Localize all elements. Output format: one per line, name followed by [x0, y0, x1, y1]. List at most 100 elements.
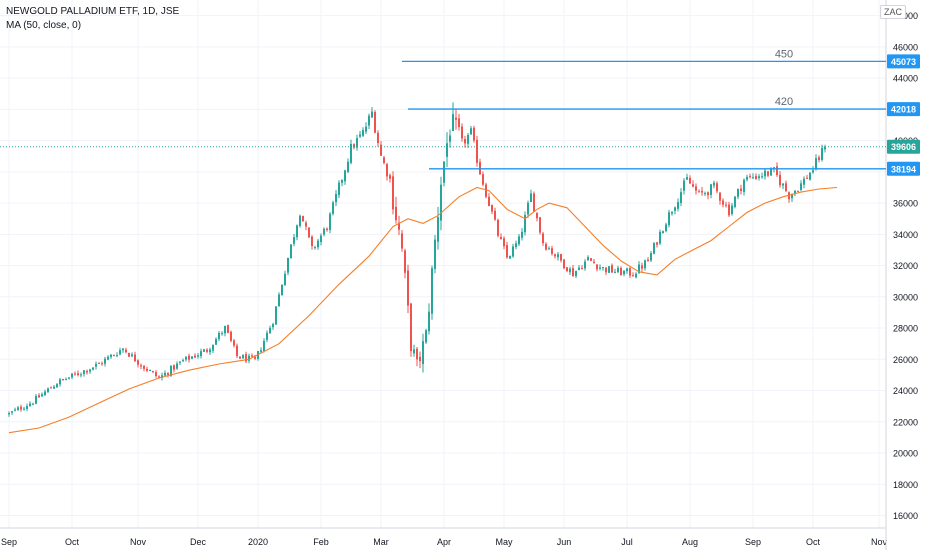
candle-up [341, 179, 343, 183]
candle-down [785, 183, 787, 192]
candle-down [230, 331, 232, 341]
candle-down [458, 118, 460, 128]
candle-up [56, 384, 58, 388]
candle-up [821, 148, 823, 160]
y-tick-label: 26000 [893, 355, 918, 365]
candle-up [599, 267, 601, 269]
candle-down [158, 376, 160, 378]
candle-up [116, 355, 118, 357]
candle-up [587, 257, 589, 261]
candle-down [620, 267, 622, 276]
candle-up [452, 114, 454, 132]
candle-down [461, 126, 463, 139]
candle-down [227, 325, 229, 333]
candle-down [506, 245, 508, 258]
candle-up [815, 158, 817, 169]
candle-down [128, 353, 130, 357]
level-tag-h420[interactable] [887, 102, 920, 117]
candle-down [254, 356, 256, 359]
candle-down [560, 254, 562, 261]
candle-up [35, 396, 37, 404]
candle-up [644, 260, 646, 269]
candle-down [86, 370, 88, 373]
candle-up [368, 115, 370, 126]
candle-down [302, 215, 304, 222]
candle-down [140, 365, 142, 367]
candle-up [527, 202, 529, 215]
candle-up [332, 202, 334, 214]
candle-down [488, 196, 490, 207]
candle-up [746, 176, 748, 180]
candle-up [269, 327, 271, 334]
candle-up [686, 177, 688, 180]
candle-down [572, 268, 574, 277]
candle-up [467, 134, 469, 144]
candle-up [83, 370, 85, 374]
x-tick-label: Aug [682, 537, 698, 547]
candle-down [305, 222, 307, 227]
candle-down [536, 212, 538, 219]
candle-up [191, 356, 193, 359]
candle-up [164, 372, 166, 376]
y-tick-label: 28000 [893, 324, 918, 334]
candle-down [401, 233, 403, 249]
candle-up [224, 325, 226, 334]
currency-badge[interactable]: ZAC [880, 5, 906, 19]
candle-up [743, 179, 745, 192]
candle-up [293, 237, 295, 244]
y-tick-label: 24000 [893, 386, 918, 396]
candle-up [320, 235, 322, 243]
candle-down [590, 258, 592, 261]
candle-up [557, 254, 559, 258]
candle-down [473, 127, 475, 141]
candle-down [656, 242, 658, 245]
candle-up [803, 178, 805, 185]
candle-down [566, 267, 568, 272]
candle-up [791, 193, 793, 199]
candle-down [581, 268, 583, 270]
candle-down [476, 139, 478, 163]
candle-down [398, 222, 400, 230]
candle-up [317, 240, 319, 248]
candle-up [182, 360, 184, 362]
candle-down [698, 191, 700, 193]
candle-down [776, 166, 778, 176]
candle-down [38, 395, 40, 398]
candle-up [635, 273, 637, 278]
candle-up [170, 366, 172, 376]
candle-up [680, 192, 682, 203]
candle-up [704, 193, 706, 195]
y-tick-label: 22000 [893, 417, 918, 427]
candle-up [356, 138, 358, 148]
candle-up [185, 356, 187, 360]
candle-down [137, 360, 139, 365]
candle-down [146, 368, 148, 371]
last-price-tag [887, 139, 920, 154]
symbol-title: NEWGOLD PALLADIUM ETF, 1D, JSE [6, 6, 180, 17]
level-tag-h382[interactable] [887, 161, 920, 176]
candle-up [347, 161, 349, 172]
y-tick-label: 44000 [893, 74, 918, 84]
candle-down [383, 157, 385, 163]
candle-up [197, 355, 199, 357]
candle-up [437, 217, 439, 242]
candle-down [491, 204, 493, 212]
candle-down [485, 184, 487, 197]
candle-down [77, 373, 79, 376]
candle-down [779, 174, 781, 186]
level-tag-h450[interactable] [887, 54, 920, 69]
candle-down [749, 176, 751, 178]
candle-up [11, 411, 13, 413]
candle-up [617, 267, 619, 273]
candle-up [761, 176, 763, 178]
candle-up [578, 267, 580, 270]
candle-down [641, 265, 643, 269]
x-tick-label: Sep [745, 537, 761, 547]
candle-up [8, 412, 10, 415]
candle-down [233, 340, 235, 346]
candle-up [512, 246, 514, 257]
candle-down [404, 250, 406, 273]
candle-down [755, 175, 757, 179]
